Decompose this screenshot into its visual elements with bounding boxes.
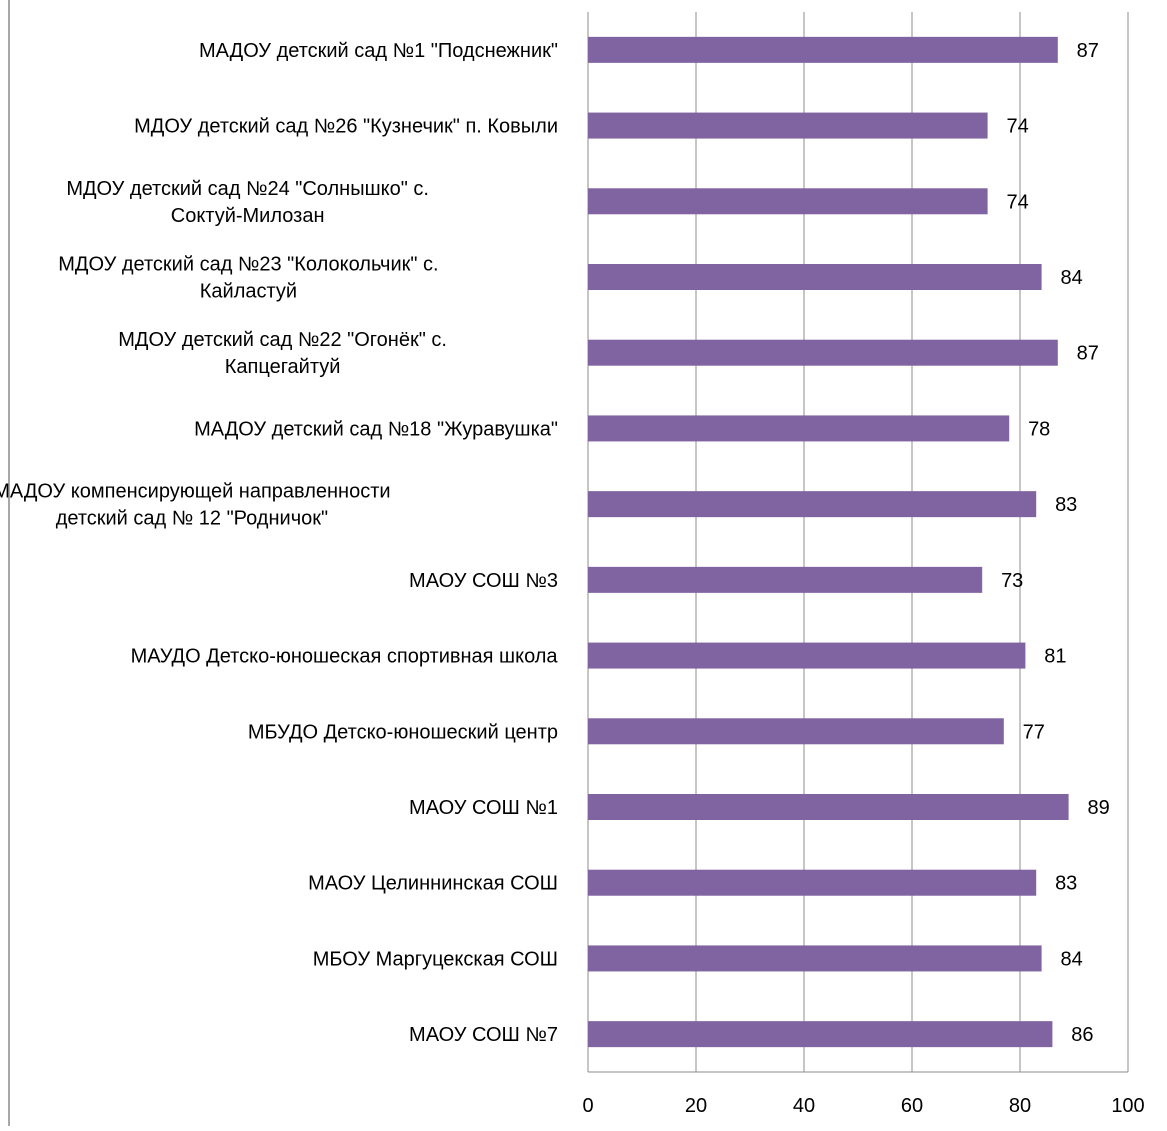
bar [588,112,988,139]
bar [588,718,1004,745]
category-label-line: Соктуй-Милозан [171,205,325,227]
category-label: МАОУ СОШ №3 [409,570,558,592]
x-tick-label: 80 [1009,1095,1031,1117]
category-label-line: Кайластуй [200,281,297,303]
category-label-line: МАОУ Целиннинская СОШ [308,873,558,895]
category-label-line: МДОУ детский сад №23 "Колокольчик" с. [58,254,438,276]
bar [588,642,1026,669]
bar [588,566,983,593]
category-label: МАДОУ детский сад №18 "Журавушка" [194,418,558,440]
category-label: МБУДО Детско-юношеский центр [248,721,558,743]
category-label: МДОУ детский сад №23 "Колокольчик" с. Кай… [58,254,438,303]
data-label: 83 [1055,873,1077,895]
data-label: 84 [1060,948,1082,970]
category-label-line: МАДОУ детский сад №18 "Журавушка" [194,418,558,440]
data-label: 86 [1071,1024,1093,1046]
bar [588,339,1058,366]
category-label-line: МАДОУ детский сад №1 "Подснежник" [199,40,558,62]
category-label-line: МБОУ Маргуцекская СОШ [313,948,558,970]
category-label-line: МАДОУ компенсирующей направленности [0,481,391,503]
bar [588,415,1010,442]
category-label: МДОУ детский сад №24 "Солнышко" с. Соктуй… [66,178,429,227]
category-label: МАОУ СОШ №1 [409,797,558,819]
data-label: 77 [1023,721,1045,743]
bar [588,945,1042,972]
category-label: МДОУ детский сад №22 "Огонёк" с. Капцегай… [118,329,447,378]
data-label: 74 [1006,191,1028,213]
bar [588,188,988,215]
data-label: 84 [1060,267,1082,289]
category-label: МАОУ СОШ №7 [409,1024,558,1046]
label-layer: 87 МАДОУ детский сад №1 "Подснежник" 74 МДО… [0,40,1110,1046]
data-label: 81 [1044,646,1066,668]
x-tick-label: 20 [685,1095,707,1117]
data-label: 87 [1077,40,1099,62]
category-label-line: МДОУ детский сад №26 "Кузнечик" п. Ковыл… [134,116,558,138]
category-label-line: МДОУ детский сад №24 "Солнышко" с. [66,178,429,200]
bar [588,491,1037,518]
bar [588,264,1042,290]
category-label-line: Капцегайтуй [225,356,341,378]
data-label: 83 [1055,494,1077,516]
axis-layer: 0 20 40 60 80 100 [582,1071,1145,1117]
bar [588,794,1069,820]
bar [588,36,1058,63]
data-label: 78 [1028,418,1050,440]
category-label-line: МАОУ СОШ №7 [409,1024,558,1046]
category-label: МАДОУ детский сад №1 "Подснежник" [199,40,558,62]
category-label-line: МАОУ СОШ №1 [409,797,558,819]
category-label-line: детский сад № 12 "Родничок" [56,508,328,530]
data-label: 89 [1087,797,1109,819]
category-label-line: МАУДО Детско-юношеская спортивная школа [131,646,559,668]
x-tick-label: 40 [793,1095,815,1117]
x-tick-label: 60 [901,1095,923,1117]
x-tick-label: 0 [582,1095,593,1117]
data-label: 73 [1001,570,1023,592]
category-label-line: МДОУ детский сад №22 "Огонёк" с. [118,329,447,351]
bar-layer [588,36,1069,1048]
category-label: МБОУ Маргуцекская СОШ [313,948,558,970]
bar [588,1021,1053,1048]
bar [588,869,1037,896]
category-label-line: МБУДО Детско-юношеский центр [248,721,558,743]
category-label: МДОУ детский сад №26 "Кузнечик" п. Ковыл… [134,116,558,138]
x-tick-label: 100 [1111,1095,1144,1117]
category-label: МАУДО Детско-юношеская спортивная школа [131,646,559,668]
data-label: 87 [1077,343,1099,365]
category-label: МАОУ Целиннинская СОШ [308,873,558,895]
category-label: МАДОУ компенсирующей направленности детск… [0,481,391,530]
category-label-line: МАОУ СОШ №3 [409,570,558,592]
data-label: 74 [1006,116,1028,138]
